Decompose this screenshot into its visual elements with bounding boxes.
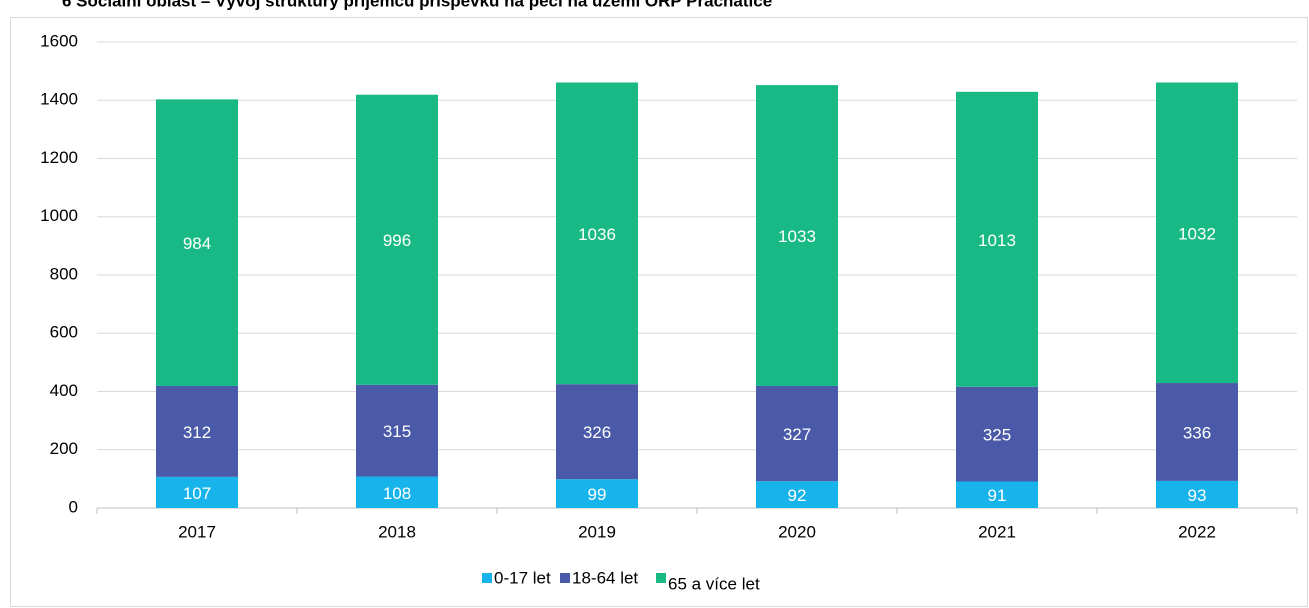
- legend-label: 18-64 let: [572, 568, 638, 587]
- data-label: 92: [788, 486, 807, 505]
- data-label: 107: [183, 484, 211, 503]
- bar-segment: [356, 384, 438, 477]
- data-label: 1032: [1178, 224, 1216, 243]
- legend-label: 0-17 let: [494, 568, 551, 587]
- legend-swatch: [482, 573, 492, 583]
- data-label: 315: [383, 422, 411, 441]
- y-tick-label: 600: [50, 323, 78, 342]
- data-label: 325: [983, 426, 1011, 445]
- x-tick-label: 2018: [378, 522, 416, 541]
- chart-title: 6 Sociální oblast – Vývoj struktury příj…: [62, 0, 772, 10]
- bar-segment: [1156, 480, 1238, 508]
- bar-segment: [156, 476, 238, 508]
- legend-swatch: [560, 573, 570, 583]
- data-label: 1013: [978, 231, 1016, 250]
- x-tick-label: 2017: [178, 522, 216, 541]
- y-tick-label: 1200: [40, 148, 78, 167]
- bar-segment: [956, 481, 1038, 508]
- data-label: 326: [583, 423, 611, 442]
- bar-segment: [956, 386, 1038, 482]
- y-tick-label: 1400: [40, 90, 78, 109]
- data-label: 93: [1188, 486, 1207, 505]
- legend-label: 65 a více let: [668, 574, 760, 593]
- legend-swatch: [656, 573, 666, 583]
- bar-segment: [356, 94, 438, 385]
- y-tick-label: 800: [50, 264, 78, 283]
- data-label: 91: [988, 486, 1007, 505]
- data-label: 336: [1183, 423, 1211, 442]
- bar-segment: [556, 479, 638, 508]
- y-tick-label: 400: [50, 381, 78, 400]
- y-tick-label: 1000: [40, 206, 78, 225]
- bar-segment: [556, 82, 638, 385]
- bar-segment: [756, 85, 838, 386]
- y-tick-label: 200: [50, 439, 78, 458]
- bar-segment: [356, 476, 438, 508]
- data-label: 996: [383, 231, 411, 250]
- x-tick-label: 2020: [778, 522, 816, 541]
- y-tick-label: 0: [69, 497, 78, 516]
- data-label: 312: [183, 423, 211, 442]
- data-label: 1033: [778, 227, 816, 246]
- x-tick-label: 2019: [578, 522, 616, 541]
- bar-segment: [156, 99, 238, 386]
- bar-segment: [1156, 82, 1238, 384]
- bar-segment: [756, 385, 838, 482]
- y-tick-label: 1600: [40, 31, 78, 50]
- bar-segment: [956, 91, 1038, 387]
- bar-segment: [156, 385, 238, 477]
- data-label: 99: [588, 485, 607, 504]
- bar-segment: [1156, 383, 1238, 481]
- chart-frame: [10, 17, 1308, 607]
- data-label: 327: [783, 425, 811, 444]
- x-tick-label: 2021: [978, 522, 1016, 541]
- bar-segment: [756, 481, 838, 508]
- data-label: 1036: [578, 225, 616, 244]
- bar-segment: [556, 384, 638, 480]
- data-label: 984: [183, 234, 211, 253]
- data-label: 108: [383, 484, 411, 503]
- x-tick-label: 2022: [1178, 522, 1216, 541]
